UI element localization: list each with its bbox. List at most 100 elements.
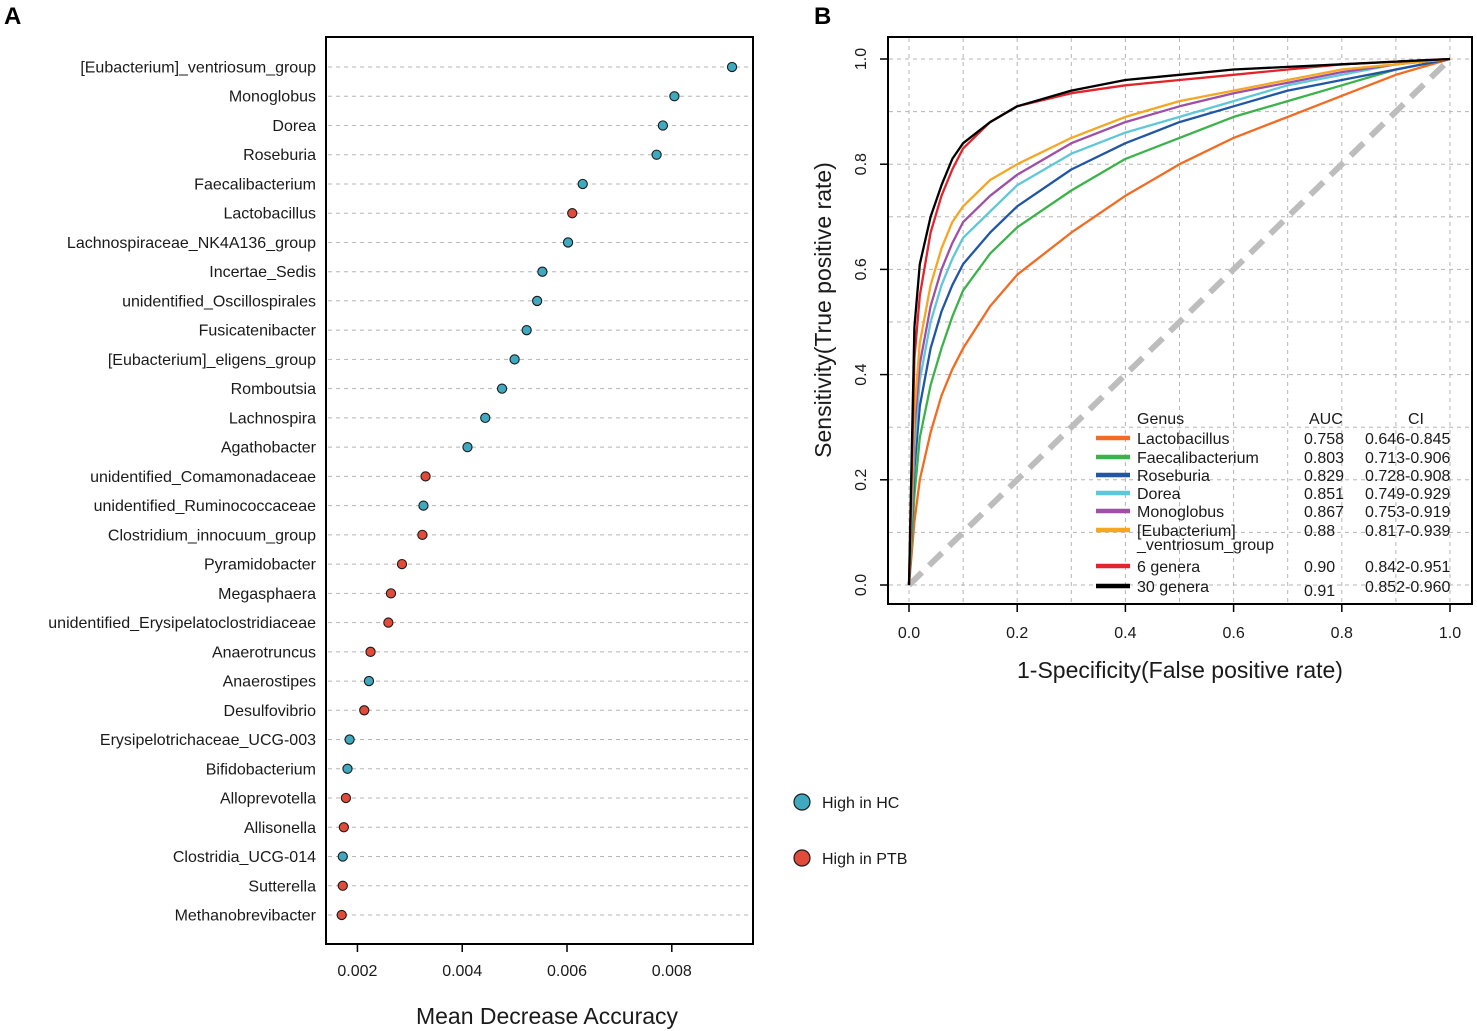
dotplot-point [462, 441, 473, 453]
dotplot-point [521, 325, 532, 336]
dotplot-point [337, 851, 348, 862]
roc-legend-header-auc: AUC [1309, 411, 1343, 428]
roc-legend-genus: Roseburia [1137, 468, 1210, 485]
dotplot-point [344, 734, 355, 745]
roc-gridlines [889, 38, 1471, 603]
dotplot-category-label: Methanobrevibacter [175, 908, 317, 925]
dotplot-category-label: Desulfovibrio [224, 703, 317, 720]
roc-y-tick-label: 0.6 [853, 258, 870, 280]
dotplot-category-label: Anaerostipes [223, 674, 316, 691]
roc-curve [907, 57, 1451, 586]
dotplot-point [651, 149, 662, 160]
roc-legend-genus: Dorea [1137, 486, 1181, 503]
dotplot-point [417, 529, 428, 541]
roc-y-tick-label: 1.0 [853, 48, 870, 70]
roc-legend-auc: 0.851 [1304, 486, 1344, 503]
dotplot-category-label: Clostridia_UCG-014 [173, 849, 316, 866]
dotplot-point [577, 178, 588, 190]
roc-x-tick-label: 0.8 [1331, 625, 1353, 642]
roc-legend-genus: 30 genera [1137, 579, 1209, 596]
dotplot-category-label: Megasphaera [218, 586, 316, 603]
legend-ptb-marker [793, 849, 811, 867]
roc-axes: 0.0 0.2 0.4 0.6 0.8 1.0 0.0 0.2 0.4 0.6 0.8 1.0 [853, 48, 1461, 642]
dotplot-category-label: [Eubacterium]_eligens_group [108, 352, 316, 369]
roc-legend-ci: 0.753-0.919 [1365, 504, 1451, 521]
roc-x-tick-label: 0.4 [1114, 625, 1136, 642]
dotplot-category-label: Lachnospira [229, 410, 316, 427]
dotplot-point [336, 909, 347, 921]
dotplot-point [342, 763, 353, 774]
roc-legend-ci: 0.852-0.960 [1365, 579, 1451, 596]
dotplot-category-label: Dorea [272, 118, 316, 135]
dotplot-category-label: Sutterella [248, 878, 316, 895]
roc-y-tick-label: 0.0 [853, 574, 870, 596]
dotplot-point [509, 354, 520, 365]
dotplot-point [726, 61, 738, 73]
dotplot-point [567, 208, 578, 219]
dotplot-category-label: [Eubacterium]_ventriosum_group [80, 60, 316, 77]
roc-legend-genus: Faecalibacterium [1137, 450, 1259, 467]
roc-legend-ci: 0.817-0.939 [1365, 523, 1451, 540]
importance-dotplot: [Eubacterium]_ventriosum_group Monoglobus… [48, 36, 754, 1029]
dotplot-category-label: Bifidobacterium [206, 761, 316, 778]
dotplot-category-label: Romboutsia [231, 381, 316, 398]
roc-legend-genus: 6 genera [1137, 559, 1200, 576]
dotplot-frame [325, 36, 754, 945]
roc-legend-ci: 0.728-0.908 [1365, 468, 1451, 485]
dotplot-point [363, 675, 375, 687]
dotplot-x-axis-title: Mean Decrease Accuracy [416, 1003, 679, 1029]
dotplot-points [336, 61, 738, 921]
roc-y-tick-label: 0.8 [853, 153, 870, 175]
dotplot-point [337, 880, 348, 891]
legend-hc-marker [793, 793, 811, 811]
roc-x-tick-label: 0.2 [1006, 625, 1028, 642]
roc-curve [907, 57, 1451, 586]
roc-legend-header-ci: CI [1408, 411, 1424, 428]
roc-curve [907, 57, 1451, 586]
dotplot-point [562, 237, 574, 248]
dotplot-point [418, 500, 429, 511]
roc-legend-ci: 0.646-0.845 [1365, 431, 1451, 448]
roc-curve [907, 57, 1451, 586]
dotplot-point [420, 471, 431, 482]
dotplot-category-label: Pyramidobacter [204, 557, 317, 574]
roc-legend-auc: 0.829 [1304, 468, 1344, 485]
dotplot-point [537, 266, 548, 277]
dotplot-x-tick-label: 0.008 [652, 963, 692, 980]
roc-curve [907, 57, 1451, 586]
roc-legend-genus: Monoglobus [1137, 504, 1224, 521]
dotplot-x-tick-label: 0.004 [442, 963, 482, 980]
roc-legend-genus: Lactobacillus [1137, 431, 1230, 448]
dotplot-category-label: Roseburia [243, 147, 316, 164]
roc-reference-diagonal [906, 56, 1453, 588]
dotplot-category-label: unidentified_Erysipelatoclostridiaceae [48, 615, 316, 632]
dotplot-gridlines [328, 66, 751, 916]
roc-legend-auc: 0.758 [1304, 431, 1344, 448]
roc-legend-auc: 0.90 [1304, 559, 1335, 576]
panel-label-b: B [814, 3, 831, 30]
roc-legend-ci: 0.713-0.906 [1365, 450, 1451, 467]
dotplot-point [359, 705, 370, 716]
dotplot-category-label: Faecalibacterium [194, 176, 316, 193]
dotplot-category-label: Lachnospiraceae_NK4A136_group [67, 235, 316, 252]
dotplot-point [383, 617, 394, 628]
dotplot-point [340, 792, 352, 804]
dotplot-x-tick-label: 0.006 [547, 963, 587, 980]
dotplot-point [480, 412, 491, 424]
dotplot-point [657, 120, 669, 131]
roc-curve [907, 57, 1451, 586]
dotplot-category-label: Anaerotruncus [212, 644, 316, 661]
roc-legend-header-genus: Genus [1137, 411, 1184, 428]
roc-x-tick-label: 1.0 [1439, 625, 1461, 642]
roc-y-axis-title: Sensitivity(True positive rate) [810, 162, 836, 458]
roc-x-tick-label: 0.0 [898, 625, 920, 642]
dotplot-category-label: Incertae_Sedis [209, 264, 316, 281]
roc-legend-auc: 0.867 [1304, 504, 1344, 521]
dotplot-x-axis: 0.002 0.004 0.006 0.008 [337, 944, 692, 980]
panel-label-a: A [4, 3, 21, 30]
dotplot-point [496, 383, 508, 394]
dotplot-category-label: unidentified_Oscillospirales [122, 293, 316, 310]
roc-chart: Genus AUC CI Lactobacillus 0.758 0.646-0.8… [810, 36, 1473, 683]
roc-legend-auc: 0.803 [1304, 450, 1344, 467]
dotplot-x-tick-label: 0.002 [337, 963, 377, 980]
